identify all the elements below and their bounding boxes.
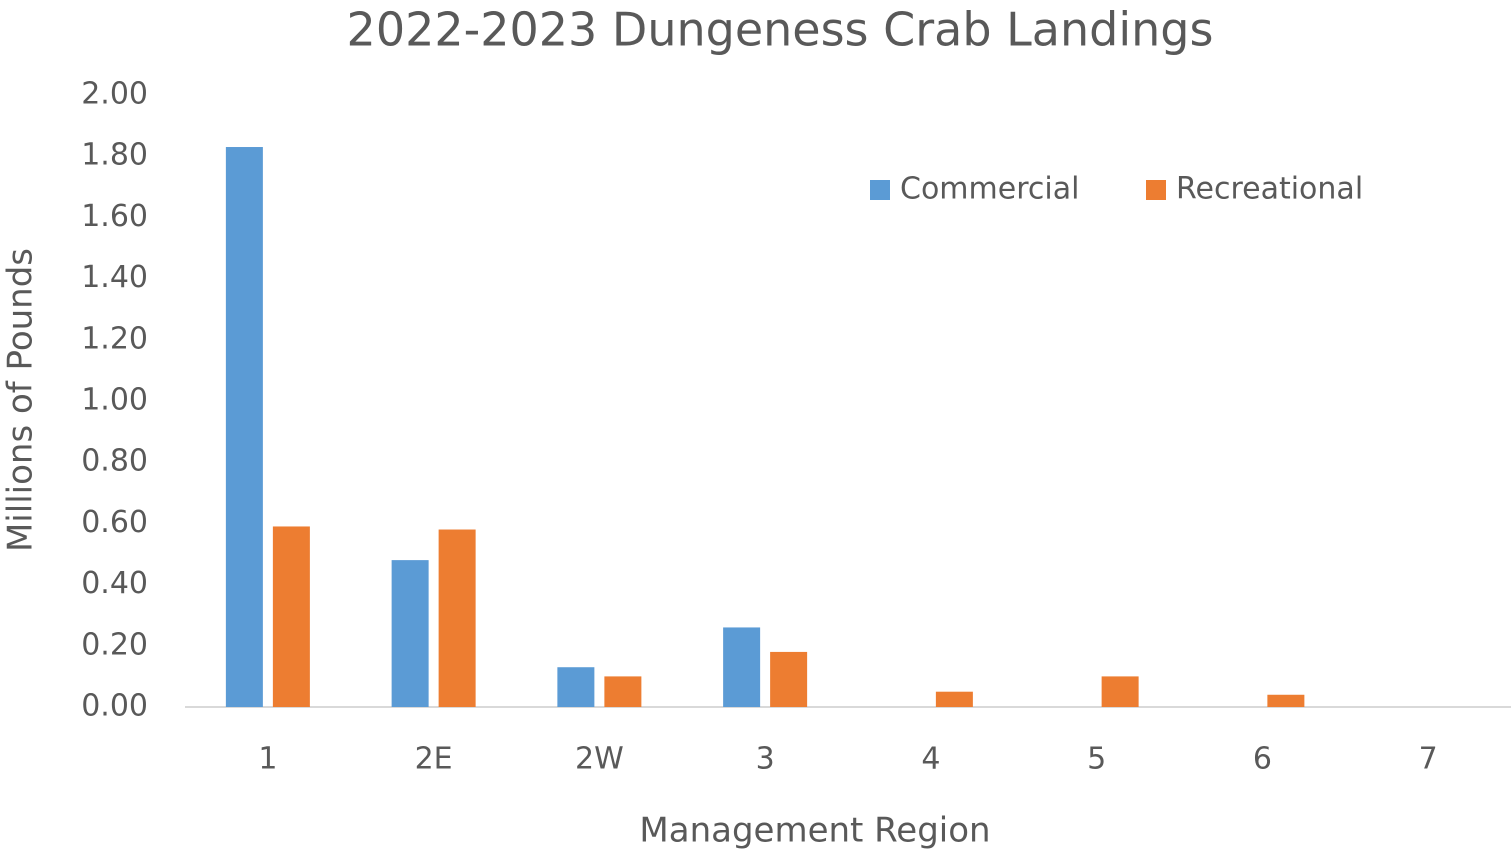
bar	[391, 560, 429, 707]
bar	[1267, 694, 1305, 707]
bar	[770, 651, 808, 707]
x-tick-label: 1	[258, 742, 277, 777]
y-tick-label: 0.60	[81, 505, 148, 540]
bar	[604, 676, 642, 707]
x-tick-label: 6	[1253, 742, 1272, 777]
y-tick-label: 2.00	[81, 77, 148, 112]
x-tick-label: 3	[756, 742, 775, 777]
y-tick-label: 0.00	[81, 689, 148, 724]
y-tick-label: 1.20	[81, 321, 148, 356]
y-tick-label: 0.80	[81, 444, 148, 479]
y-axis-label: Millions of Pounds	[1, 248, 41, 552]
bar	[557, 667, 595, 707]
bar	[935, 691, 973, 707]
y-tick-label: 0.20	[81, 627, 148, 662]
y-tick-label: 1.80	[81, 138, 148, 173]
legend-label: Commercial	[900, 172, 1079, 207]
y-tick-label: 0.40	[81, 566, 148, 601]
x-tick-label: 2W	[575, 742, 624, 777]
bar	[1101, 676, 1139, 707]
chart-title: 2022-2023 Dungeness Crab Landings	[347, 3, 1214, 57]
y-tick-label: 1.60	[81, 199, 148, 234]
bar	[723, 627, 761, 707]
x-tick-label: 7	[1419, 742, 1438, 777]
x-tick-label: 5	[1087, 742, 1106, 777]
x-axis-label: Management Region	[639, 811, 990, 851]
legend-swatch	[1146, 180, 1166, 200]
y-tick-label: 1.00	[81, 383, 148, 418]
x-tick-label: 4	[921, 742, 940, 777]
bar	[272, 526, 310, 707]
legend-swatch	[870, 180, 890, 200]
bar	[225, 147, 263, 707]
bar	[438, 529, 476, 707]
y-tick-label: 1.40	[81, 260, 148, 295]
x-tick-label: 2E	[415, 742, 453, 777]
legend-label: Recreational	[1176, 172, 1363, 207]
